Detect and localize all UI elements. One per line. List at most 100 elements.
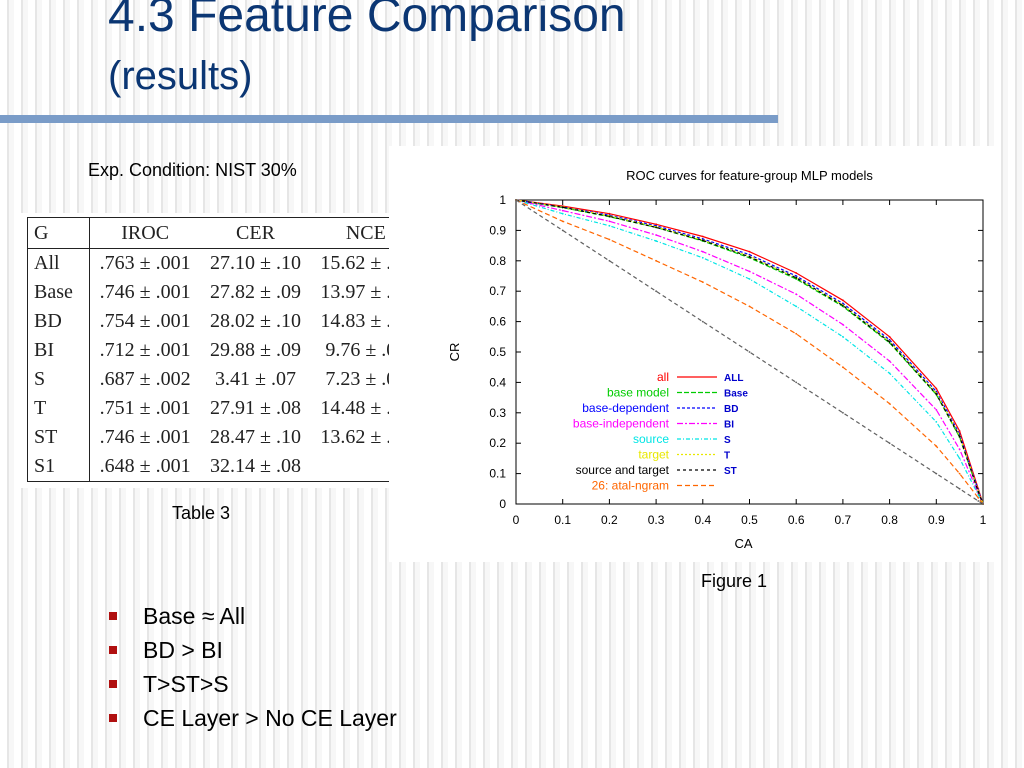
value-cell: 3.41 ± .07 [214, 368, 296, 390]
data-point [935, 421, 938, 423]
x-tick-label: 0.6 [788, 513, 805, 527]
data-point [748, 305, 751, 308]
value-cell: 28.02 ± .10 [209, 310, 301, 332]
data-point [795, 332, 798, 335]
data-point [701, 239, 704, 242]
data-point [935, 393, 938, 395]
y-tick-label: 0.6 [489, 315, 506, 329]
bullet-text: Base ≈ All [143, 603, 246, 629]
data-point [842, 335, 844, 338]
column-header: IROC [89, 217, 201, 249]
x-tick-label: 0.5 [741, 513, 758, 527]
legend-entry-label: base model [607, 386, 669, 400]
data-point [608, 259, 611, 262]
data-point [958, 487, 961, 490]
data-point [888, 402, 891, 405]
data-point [701, 320, 704, 323]
data-point [561, 206, 564, 209]
results-table: G IROC CER NCE All .763 ± .001 27.10 ± .10… [27, 217, 422, 482]
value-cell: 27.91 ± .08 [209, 397, 301, 419]
data-point [888, 341, 891, 343]
chart-title: ROC curves for feature-group MLP models [626, 168, 873, 183]
bullet-item: Base ≈ All [100, 600, 397, 634]
roc-figure: ROC curves for feature-group MLP models 0… [389, 146, 999, 562]
data-point [795, 293, 798, 296]
data-point [935, 408, 938, 411]
results-table-panel: G IROC CER NCE All .763 ± .001 27.10 ± .10… [17, 213, 425, 488]
group-cell: Base [27, 278, 90, 307]
value-cell: 28.47 ± .10 [209, 426, 301, 448]
data-point [888, 338, 891, 341]
data-point [655, 290, 657, 293]
value-cell: 14.83 ± .10 [320, 310, 412, 332]
bullet-square-icon [109, 612, 117, 620]
legend-entry-label: base-dependent [582, 401, 669, 415]
value-cell: .751 ± .001 [99, 397, 191, 419]
value-cell: .746 ± .001 [99, 281, 191, 303]
x-tick-label: 0.1 [554, 513, 571, 527]
data-point [655, 259, 657, 262]
data-point [935, 472, 938, 475]
table-row: ST .746 ± .001 28.47 ± .10 13.62 ± .07 [27, 423, 422, 452]
bullet-text: CE Layer > No CE Layer [143, 705, 397, 731]
data-point [748, 253, 751, 256]
y-tick-label: 0.2 [489, 436, 506, 450]
data-point [795, 381, 798, 384]
legend-entry-label: source and target [576, 463, 670, 477]
experiment-condition: Exp. Condition: NIST 30% [88, 160, 297, 180]
group-cell: BD [27, 307, 90, 336]
data-point [748, 250, 751, 253]
group-cell: S1 [27, 452, 90, 482]
legend-tag-label: ST [724, 466, 737, 477]
data-point [655, 240, 657, 242]
data-point [608, 220, 611, 223]
data-point [842, 299, 844, 302]
legend-tag-label: S [724, 435, 731, 446]
data-point [561, 220, 564, 223]
value-cell: 27.10 ± .10 [209, 252, 301, 274]
value-cell: 13.97 ± .08 [320, 281, 412, 303]
table-row: S .687 ± .002 3.41 ± .07 7.23 ± .08 [27, 365, 422, 394]
x-tick-label: 0.4 [694, 513, 711, 527]
table-body: All .763 ± .001 27.10 ± .10 15.62 ± .09 Base… [27, 248, 422, 482]
data-point [608, 215, 611, 218]
legend-entry-label: base-independent [573, 417, 670, 431]
data-point [655, 234, 657, 236]
group-cell: T [27, 394, 90, 423]
x-tick-label: 0.7 [835, 513, 852, 527]
data-point [795, 305, 798, 308]
bullet-square-icon [109, 646, 117, 654]
x-axis-label: CA [734, 536, 752, 551]
bullet-item: CE Layer > No CE Layer [100, 702, 397, 736]
legend-tag-label: BD [724, 404, 738, 415]
data-point [958, 448, 961, 451]
data-point [842, 411, 844, 414]
value-cell: 13.62 ± .07 [320, 426, 412, 448]
data-point [888, 360, 891, 362]
value-cell: 27.82 ± .09 [209, 281, 301, 303]
value-cell: .687 ± .002 [99, 368, 191, 390]
column-header: G [27, 217, 90, 249]
group-cell: ST [27, 423, 90, 452]
legend-entry-label: target [638, 448, 669, 462]
data-point [795, 276, 798, 279]
data-point [701, 235, 704, 238]
x-tick-label: 0.8 [881, 513, 898, 527]
legend-tag-label: Base [724, 389, 748, 400]
bullet-item: BD > BI [100, 634, 397, 668]
data-point [515, 199, 517, 201]
x-tick-label: 0.2 [601, 513, 618, 527]
group-cell: All [27, 248, 90, 278]
x-tick-label: 1 [980, 513, 987, 527]
legend-tag-label: T [724, 451, 730, 462]
table-row: BD .754 ± .001 28.02 ± .10 14.83 ± .10 [27, 307, 422, 336]
data-point [795, 272, 798, 274]
value-cell: .648 ± .001 [99, 455, 191, 477]
roc-chart: ROC curves for feature-group MLP models 0… [447, 168, 987, 551]
data-point [748, 278, 751, 280]
y-tick-label: 0.9 [489, 223, 506, 237]
data-point [655, 226, 657, 229]
table-row: BI .712 ± .001 29.88 ± .09 9.76 ± .09 [27, 336, 422, 365]
y-tick-label: 0.7 [489, 284, 506, 298]
slide-title: 4.3 Feature Comparison [108, 0, 626, 42]
